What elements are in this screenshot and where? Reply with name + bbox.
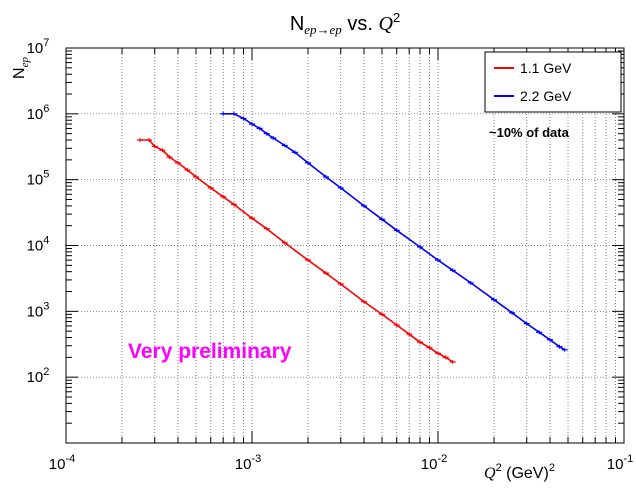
annotation-very-preliminary: Very preliminary — [128, 340, 292, 363]
y-tick-label: 102 — [27, 366, 50, 386]
y-axis-label: Nep — [11, 57, 31, 79]
tick-labels: 10-4 10-3 10-2 10-1 102 103 104 105 106 107 — [27, 37, 634, 473]
y-tick-label: 106 — [27, 103, 50, 123]
axis-ticks — [65, 48, 624, 444]
x-tick-label: 10-4 — [49, 453, 75, 473]
legend-label-2-2-gev: 2.2 GeV — [520, 88, 572, 104]
series-line-1-1-gev — [140, 139, 454, 363]
x-tick-label: 10-2 — [421, 453, 447, 473]
y-tick-label: 103 — [27, 300, 50, 320]
y-tick-label: 107 — [27, 37, 50, 57]
legend-label-1-1-gev: 1.1 GeV — [520, 60, 572, 76]
series-layer — [137, 111, 568, 364]
legend-box — [484, 51, 622, 113]
x-tick-label: 10-3 — [235, 453, 261, 473]
annotation-data-fraction: ~10% of data — [489, 125, 570, 140]
legend: 1.1 GeV 2.2 GeV — [484, 51, 622, 113]
y-tick-label: 105 — [27, 169, 50, 189]
grid — [66, 48, 624, 443]
x-axis-label: Q2 (GeV)2 — [484, 462, 555, 482]
series-line-2-2-gev — [223, 113, 566, 351]
chart-title: Nep→ep vs. Q2 — [290, 10, 400, 37]
y-tick-label: 104 — [27, 235, 50, 255]
x-tick-label: 10-1 — [607, 453, 633, 473]
